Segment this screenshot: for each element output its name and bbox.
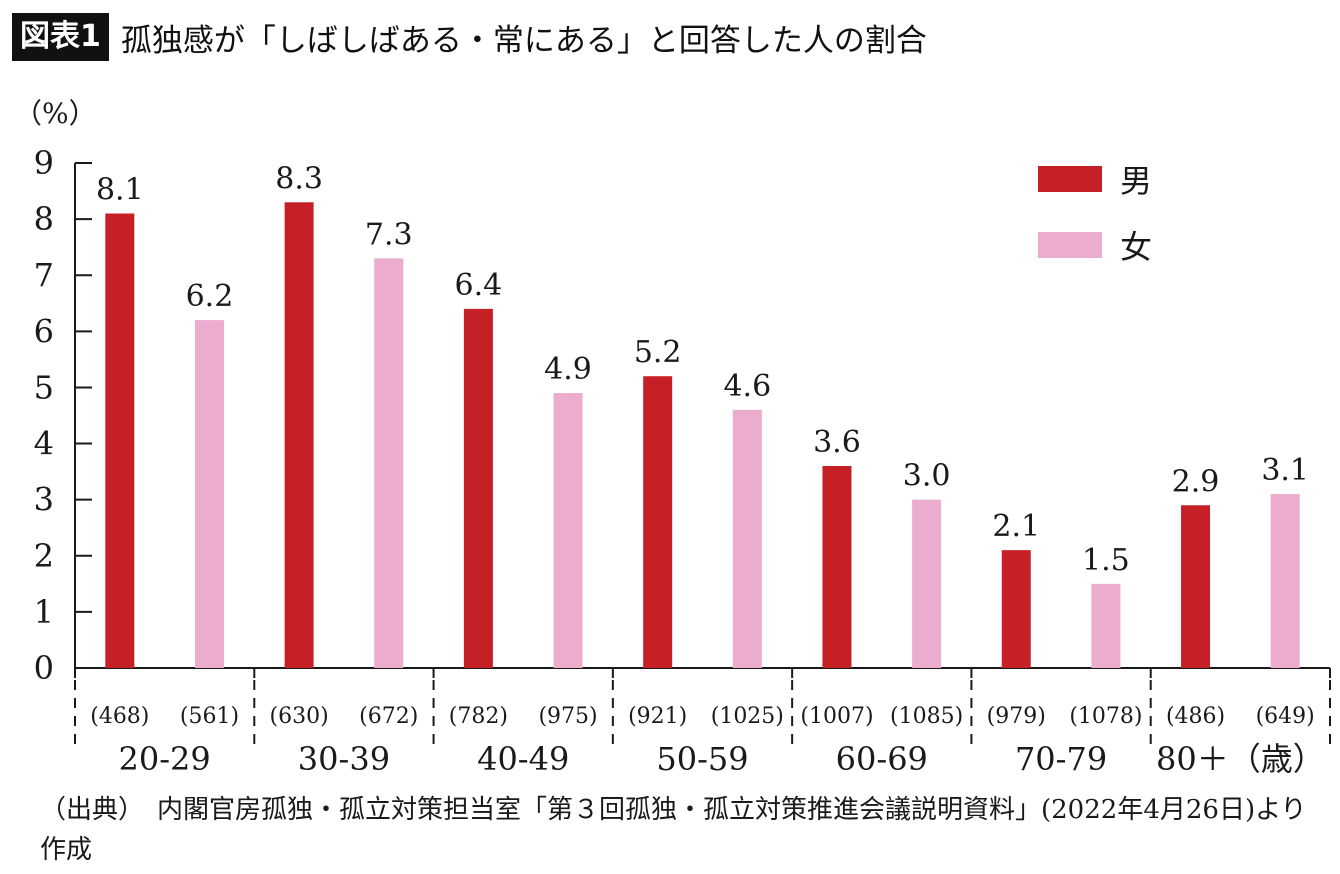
data-label: 6.4 <box>455 268 503 303</box>
y-tick-label: 8 <box>34 200 54 238</box>
bar-female <box>553 393 583 668</box>
sample-size-label: (561) <box>180 704 239 729</box>
data-label: 3.0 <box>903 459 951 494</box>
x-category-label: 50-59 <box>656 740 748 778</box>
title-row: 図表1 孤独感が「しばしばある・常にある」と回答した人の割合 <box>12 12 927 62</box>
sample-size-label: (1025) <box>711 704 784 729</box>
y-tick-label: 9 <box>34 144 54 182</box>
source-note: （出典） 内閣官房孤独・孤立対策担当室「第３回孤独・孤立対策推進会議説明資料」(… <box>40 795 1307 865</box>
bar-male <box>284 202 314 668</box>
y-tick-label: 7 <box>34 256 54 294</box>
x-category-label: 30-39 <box>298 740 390 778</box>
y-tick-label: 1 <box>34 593 54 631</box>
sample-size-label: (1085) <box>890 704 963 729</box>
bar-male <box>105 213 135 668</box>
x-category-label: 40-49 <box>477 740 569 778</box>
y-tick-label: 3 <box>34 481 54 519</box>
data-label: 2.1 <box>992 509 1040 544</box>
data-label: 7.3 <box>365 217 413 252</box>
data-label: 4.6 <box>723 369 771 404</box>
data-label: 4.9 <box>544 352 592 387</box>
sample-size-label: (486) <box>1166 704 1225 729</box>
data-label: 6.2 <box>186 279 234 314</box>
figure-label: 図表1 <box>12 13 109 61</box>
bar-female <box>1091 583 1121 668</box>
data-label: 8.3 <box>275 161 323 196</box>
bar-male <box>822 466 852 668</box>
bar-male <box>1181 505 1211 668</box>
sample-size-label: (975) <box>538 704 597 729</box>
sample-size-label: (468) <box>90 704 149 729</box>
y-tick-label: 6 <box>34 312 54 350</box>
y-tick-label: 0 <box>34 649 54 687</box>
data-label: 2.9 <box>1172 464 1220 499</box>
legend-label: 女 <box>1120 228 1152 266</box>
bar-male <box>643 376 673 668</box>
data-label: 1.5 <box>1082 543 1130 578</box>
sample-size-label: (1007) <box>800 704 873 729</box>
y-tick-label: 5 <box>34 368 54 406</box>
sample-size-label: (921) <box>628 704 687 729</box>
x-category-label: 80＋（歳） <box>1156 740 1325 778</box>
y-tick-label: 2 <box>34 537 54 575</box>
legend-label: 男 <box>1120 162 1152 200</box>
bar-female <box>374 258 404 668</box>
bar-female <box>194 320 224 668</box>
x-category-label: 70-79 <box>1015 740 1107 778</box>
x-category-label: 60-69 <box>836 740 928 778</box>
x-category-label: 20-29 <box>119 740 211 778</box>
data-label: 8.1 <box>96 173 144 208</box>
chart-title: 孤独感が「しばしばある・常にある」と回答した人の割合 <box>120 22 927 59</box>
sample-size-label: (672) <box>359 704 418 729</box>
sample-size-label: (1078) <box>1069 704 1142 729</box>
sample-size-label: (649) <box>1256 704 1315 729</box>
bar-male <box>1001 550 1031 668</box>
bar-female <box>1270 494 1300 668</box>
data-label: 5.2 <box>634 335 682 370</box>
legend-swatch-male <box>1038 166 1102 192</box>
legend-swatch-female <box>1038 232 1102 258</box>
sample-size-label: (630) <box>270 704 329 729</box>
bar-female <box>912 499 942 668</box>
data-label: 3.1 <box>1261 453 1309 488</box>
sample-size-label: (782) <box>449 704 508 729</box>
bar-male <box>463 308 493 668</box>
y-axis-unit: （%） <box>14 97 97 130</box>
data-label: 3.6 <box>813 425 861 460</box>
sample-size-label: (979) <box>987 704 1046 729</box>
y-tick-label: 4 <box>34 425 54 463</box>
bar-female <box>732 409 762 668</box>
